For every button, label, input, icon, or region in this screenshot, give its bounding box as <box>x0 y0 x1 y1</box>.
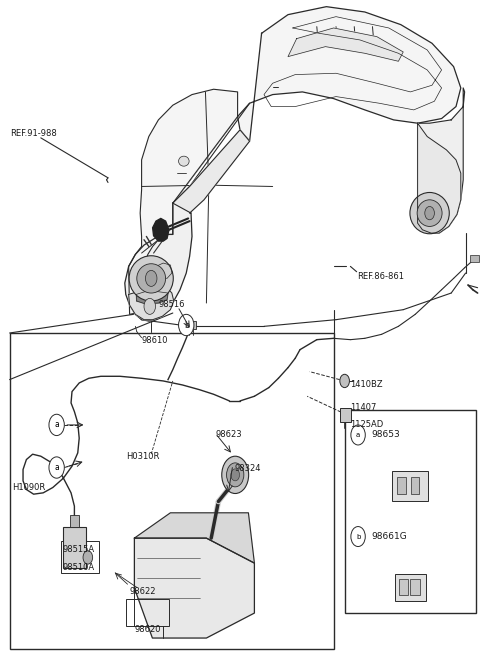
Bar <box>186 321 196 329</box>
Text: H1090R: H1090R <box>12 483 45 492</box>
Bar <box>411 478 420 494</box>
Bar <box>345 410 476 613</box>
Text: H0310R: H0310R <box>126 452 159 461</box>
Text: 98653: 98653 <box>371 430 400 440</box>
Circle shape <box>83 551 93 564</box>
Polygon shape <box>134 538 254 638</box>
Bar <box>70 515 79 527</box>
Text: 11407: 11407 <box>350 403 377 412</box>
Circle shape <box>340 374 349 388</box>
Ellipse shape <box>129 256 173 301</box>
Circle shape <box>351 425 365 445</box>
Bar <box>397 478 406 494</box>
Circle shape <box>49 457 64 478</box>
Circle shape <box>425 206 434 220</box>
Polygon shape <box>418 88 465 233</box>
Text: 98623: 98623 <box>216 430 242 440</box>
Polygon shape <box>173 130 250 213</box>
Circle shape <box>231 469 240 481</box>
Bar <box>392 471 428 501</box>
Polygon shape <box>129 89 238 314</box>
Bar <box>10 333 334 649</box>
Text: 98620: 98620 <box>134 625 161 634</box>
Text: REF.86-861: REF.86-861 <box>358 272 405 281</box>
Text: REF.91-988: REF.91-988 <box>11 129 57 138</box>
Circle shape <box>179 314 194 336</box>
Text: a: a <box>356 432 360 438</box>
Circle shape <box>222 456 249 494</box>
Bar <box>61 541 99 573</box>
Ellipse shape <box>137 264 166 293</box>
Bar <box>340 408 351 422</box>
Text: 1125AD: 1125AD <box>350 420 384 429</box>
Polygon shape <box>288 28 403 61</box>
Bar <box>126 599 169 626</box>
Polygon shape <box>418 123 461 233</box>
Polygon shape <box>136 292 168 304</box>
Text: 98610: 98610 <box>142 336 168 346</box>
Text: a: a <box>54 420 59 430</box>
Bar <box>410 579 420 595</box>
Circle shape <box>351 527 365 547</box>
Polygon shape <box>238 7 461 141</box>
Text: a: a <box>54 463 59 472</box>
Circle shape <box>145 270 157 286</box>
Text: b: b <box>184 320 189 330</box>
Polygon shape <box>134 513 254 563</box>
Bar <box>398 579 408 595</box>
Polygon shape <box>129 285 174 320</box>
Text: 98622: 98622 <box>130 587 156 596</box>
Text: 1410BZ: 1410BZ <box>350 380 383 390</box>
Polygon shape <box>153 218 169 241</box>
Circle shape <box>49 414 64 436</box>
Circle shape <box>227 463 244 487</box>
Text: 98515A: 98515A <box>62 545 95 554</box>
Text: b: b <box>356 533 360 539</box>
Text: 98324: 98324 <box>234 464 261 474</box>
Bar <box>63 527 86 568</box>
Bar <box>395 574 426 601</box>
Ellipse shape <box>417 200 442 226</box>
Text: 98661G: 98661G <box>371 532 407 541</box>
Polygon shape <box>151 263 172 278</box>
Ellipse shape <box>410 192 449 234</box>
Ellipse shape <box>179 156 189 166</box>
Polygon shape <box>125 186 192 321</box>
Bar <box>470 255 479 262</box>
Text: 98510A: 98510A <box>62 563 95 572</box>
Circle shape <box>144 298 156 314</box>
Text: 98516: 98516 <box>158 300 185 309</box>
